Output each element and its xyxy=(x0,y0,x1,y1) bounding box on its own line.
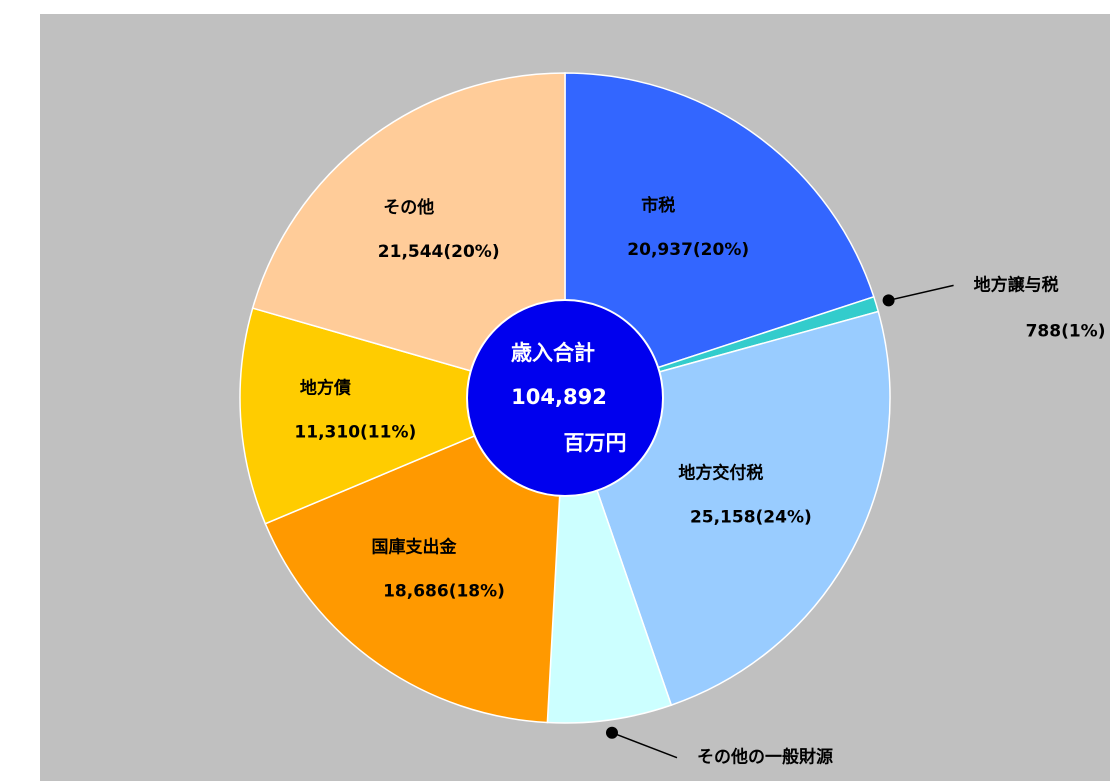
value-label: 25,158(24%) xyxy=(690,508,812,528)
leader-line xyxy=(611,732,678,759)
slice-label: その他 xyxy=(383,197,434,218)
center-title: 歳入合計 xyxy=(511,341,595,365)
pie-slice xyxy=(264,396,566,724)
slice-label: 市税 xyxy=(641,195,675,216)
center-total: 104,892 xyxy=(511,385,607,409)
donut-hole xyxy=(466,299,664,497)
leader-line xyxy=(888,284,954,302)
slice-label: 地方債 xyxy=(300,377,351,398)
value-label: 18,686(18%) xyxy=(383,582,505,602)
value-label: 11,310(11%) xyxy=(294,422,416,442)
pie-slice xyxy=(564,72,875,400)
center-unit: 百万円 xyxy=(564,431,627,455)
value-label: 20,937(20%) xyxy=(627,240,749,260)
pie-slice xyxy=(239,307,568,525)
value-label: 788(1%) xyxy=(1026,321,1106,341)
value-label: 21,544(20%) xyxy=(378,242,500,262)
slice-label: 地方交付税 xyxy=(678,463,763,484)
slice-label: 地方譲与税 xyxy=(974,274,1059,295)
slice-label: その他の一般財源 xyxy=(697,747,833,768)
pie-slice xyxy=(251,72,566,399)
slice-label: 国庫支出金 xyxy=(372,537,458,558)
